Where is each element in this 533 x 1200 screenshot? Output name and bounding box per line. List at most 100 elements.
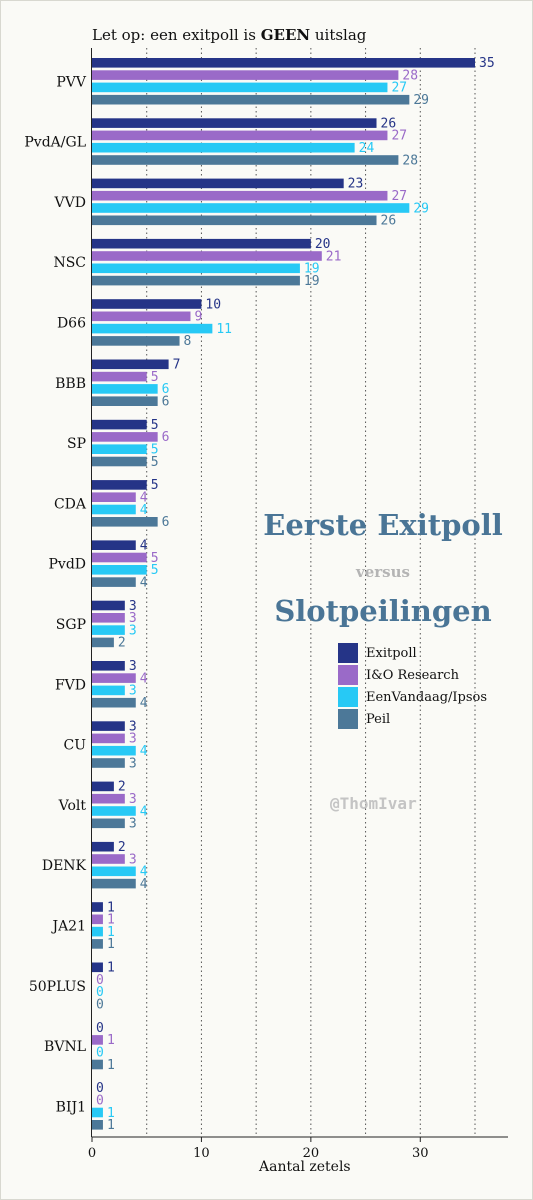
legend-label: EenVandaag/Ipsos [366,689,488,705]
exitpoll-note: Let op: een exitpoll is GEEN uitslag [92,26,367,44]
value-label: 1 [107,900,115,915]
bar [92,275,300,286]
value-label: 3 [129,611,137,626]
value-label: 0 [96,1021,104,1036]
bar [92,902,103,912]
value-label: 0 [96,1046,104,1061]
value-label: 4 [140,491,148,506]
bar [92,637,114,648]
category-label: JA21 [50,918,86,934]
category-label: BIJ1 [56,1099,86,1115]
category-label: NSC [53,255,86,271]
value-label: 10 [205,297,221,312]
value-label: 26 [381,116,397,131]
x-tick-label: 20 [303,1146,320,1161]
bar [92,456,147,467]
value-label: 3 [129,623,137,638]
legend-item: Exitpoll [338,642,487,664]
category-labels: PVV PvdA/GL VVD NSC D66 BBB SP CDA PvdD SGP FVD CU V… [24,74,86,1115]
value-label: 23 [348,177,364,192]
legend-swatch [338,709,358,729]
value-label: 1 [107,961,115,976]
value-label: 0 [96,985,104,1000]
bar [92,444,147,454]
category-label: Volt [58,798,87,814]
value-label: 1 [107,1118,115,1133]
value-label: 0 [96,998,104,1013]
bar [92,1120,103,1130]
value-label: 6 [162,515,170,530]
category-label: DENK [42,858,87,874]
bar [92,1107,103,1118]
bar [92,661,125,671]
bar [92,178,344,189]
value-labels: 3528272926272428232729262021191910911875… [96,56,495,1133]
bar [92,552,147,563]
bar [92,926,103,937]
value-label: 26 [381,214,397,229]
value-label: 11 [216,322,232,337]
bar [92,238,311,249]
category-label: FVD [55,677,86,693]
legend-item: EenVandaag/Ipsos [338,686,487,708]
value-label: 5 [151,478,159,493]
value-label: 2 [118,780,126,795]
bar [92,625,125,635]
bar [92,336,180,346]
value-label: 6 [162,395,170,410]
bar [92,323,213,334]
value-label: 28 [402,153,418,168]
value-label: 3 [129,756,137,771]
title-versus: versus [356,563,410,581]
value-label: 8 [184,334,192,349]
bar [92,130,388,141]
value-label: 4 [140,503,148,518]
value-label: 27 [391,129,407,144]
category-label: D66 [57,315,86,331]
bar [92,480,147,490]
category-label: CDA [54,496,87,512]
value-label: 1 [107,937,115,952]
x-tick-label: 0 [88,1146,96,1161]
bar [92,82,388,93]
x-axis-label: Aantal zetels [259,1159,351,1175]
bar [92,215,377,226]
bar [92,866,136,877]
value-label: 3 [129,792,137,807]
bar [92,914,103,925]
legend-item: Peil [338,708,487,730]
value-label: 5 [151,418,159,433]
bar [92,697,136,708]
category-label: BBB [55,376,86,392]
value-label: 3 [129,659,137,674]
bar [92,781,114,792]
value-label: 3 [129,684,137,699]
bar [92,359,169,370]
bar [92,939,103,949]
value-label: 1 [107,925,115,940]
legend-swatch [338,643,358,663]
value-label: 19 [304,274,320,289]
value-label: 20 [315,237,331,252]
value-label: 6 [162,430,170,445]
bar [92,70,399,80]
value-label: 28 [402,68,418,83]
bar [92,371,147,382]
value-label: 3 [129,817,137,832]
bar [92,504,136,515]
bar [92,155,399,165]
value-label: 5 [151,370,159,385]
bar [92,733,125,744]
bar [92,419,147,430]
bar [92,263,300,274]
value-label: 5 [151,551,159,566]
value-label: 9 [194,310,202,325]
category-label: PvdA/GL [24,135,86,151]
value-label: 7 [173,358,181,373]
value-label: 5 [151,563,159,578]
category-label: VVD [54,195,86,211]
value-label: 3 [129,599,137,614]
value-label: 27 [391,81,407,96]
category-label: PVV [56,74,87,90]
legend-item: I&O Research [338,664,487,686]
